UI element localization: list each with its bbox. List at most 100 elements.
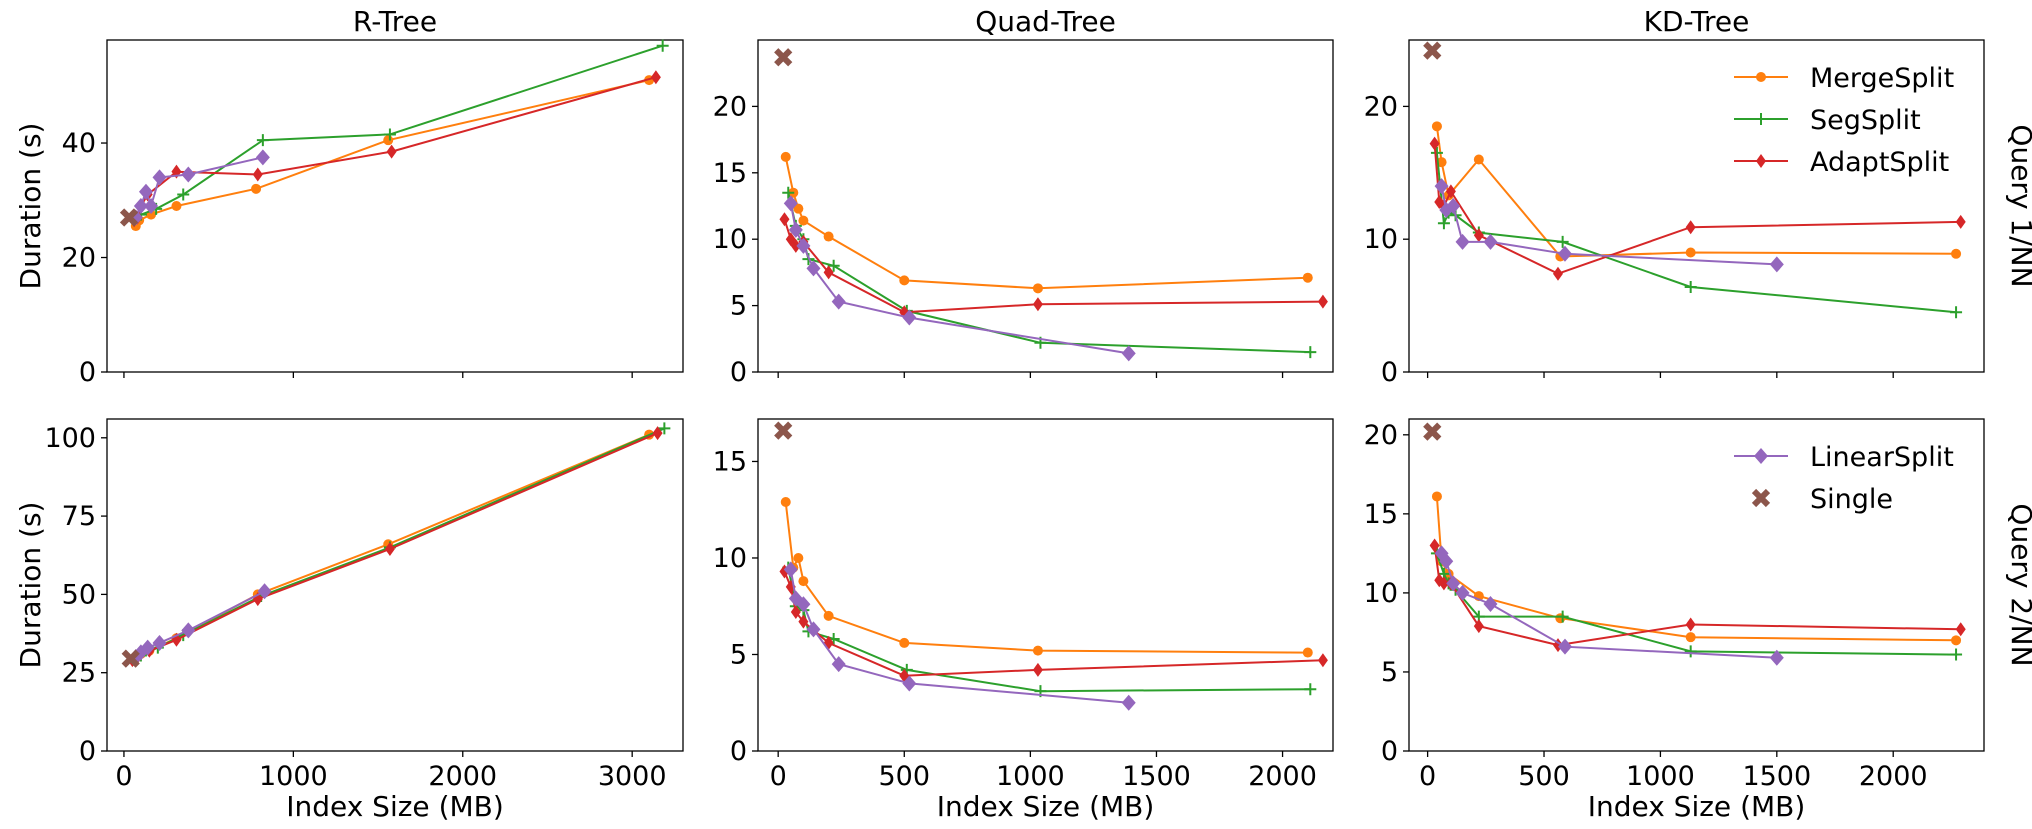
point-mergesplit bbox=[780, 151, 791, 162]
y-tick-label: 20 bbox=[62, 243, 96, 274]
x-tick-label: 500 bbox=[1518, 761, 1570, 792]
y-tick-label: 15 bbox=[1364, 499, 1398, 530]
point-adaptsplit bbox=[650, 70, 661, 85]
point-linearsplit bbox=[783, 561, 798, 578]
legend-marker bbox=[1756, 72, 1766, 82]
y-tick-label: 20 bbox=[1364, 91, 1398, 122]
row-label: Query 1/NN bbox=[2005, 124, 2032, 287]
point-single bbox=[119, 208, 139, 227]
point-adaptsplit bbox=[1955, 214, 1966, 229]
series-single bbox=[1423, 41, 1442, 60]
plot-frame bbox=[757, 39, 1334, 373]
point-mergesplit bbox=[1431, 491, 1442, 502]
line-segsplit bbox=[133, 427, 665, 660]
point-linearsplit bbox=[831, 656, 846, 673]
panel-title: Quad-Tree bbox=[975, 5, 1116, 38]
x-tick-label: 3000 bbox=[598, 761, 667, 792]
point-mergesplit bbox=[251, 183, 262, 194]
point-mergesplit bbox=[1685, 247, 1696, 258]
point-mergesplit bbox=[1436, 157, 1447, 168]
series-segsplit bbox=[782, 561, 1317, 698]
point-mergesplit bbox=[1302, 647, 1313, 658]
point-single bbox=[774, 48, 793, 67]
point-linearsplit bbox=[1439, 553, 1454, 570]
point-mergesplit bbox=[383, 135, 394, 146]
y-tick-label: 20 bbox=[713, 91, 747, 122]
point-linearsplit bbox=[133, 198, 148, 214]
legend-2: LinearSplit Single bbox=[1734, 442, 1954, 515]
point-adaptsplit bbox=[652, 426, 663, 441]
line-linearsplit bbox=[789, 569, 1129, 704]
y-tick-label: 10 bbox=[1364, 578, 1398, 609]
point-linearsplit bbox=[806, 621, 821, 638]
point-mergesplit bbox=[798, 215, 809, 226]
point-adaptsplit bbox=[798, 614, 809, 629]
line-segsplit bbox=[135, 44, 664, 219]
x-axis-label: Index Size (MB) bbox=[937, 790, 1155, 823]
point-linearsplit bbox=[902, 675, 917, 692]
point-segsplit bbox=[1437, 217, 1450, 230]
point-segsplit bbox=[656, 39, 669, 52]
series-single bbox=[774, 48, 793, 67]
x-tick-label: 1500 bbox=[1742, 761, 1811, 792]
point-mergesplit bbox=[823, 231, 834, 242]
point-segsplit bbox=[827, 259, 840, 272]
point-linearsplit bbox=[1446, 198, 1461, 214]
series-single bbox=[774, 421, 793, 440]
point-adaptsplit bbox=[823, 265, 834, 280]
series-linearsplit bbox=[128, 583, 272, 666]
point-adaptsplit bbox=[1685, 220, 1696, 235]
y-axis-label: Duration (s) bbox=[14, 123, 47, 290]
point-linearsplit bbox=[255, 149, 270, 166]
point-adaptsplit bbox=[1445, 184, 1456, 199]
line-adaptsplit bbox=[783, 218, 1323, 314]
legend-label: SegSplit bbox=[1810, 105, 1921, 136]
y-tick-label: 20 bbox=[1364, 420, 1398, 451]
point-segsplit bbox=[1950, 648, 1963, 661]
y-tick-label: 15 bbox=[713, 446, 747, 477]
point-single bbox=[774, 421, 793, 440]
point-segsplit bbox=[1684, 645, 1697, 658]
panel-3: 0 10 20 KD-Tree bbox=[1364, 5, 1985, 388]
point-linearsplit bbox=[1455, 584, 1470, 601]
point-linearsplit bbox=[1483, 233, 1498, 250]
point-mergesplit bbox=[1555, 613, 1566, 624]
point-adaptsplit bbox=[1429, 538, 1440, 553]
y-tick-label: 5 bbox=[730, 291, 747, 322]
point-linearsplit bbox=[831, 293, 846, 310]
series-single bbox=[1423, 422, 1442, 441]
point-adaptsplit bbox=[1473, 619, 1484, 634]
line-segsplit bbox=[787, 192, 1311, 354]
point-linearsplit bbox=[806, 260, 821, 277]
point-linearsplit bbox=[1769, 256, 1784, 273]
series-linearsplit bbox=[1434, 178, 1784, 273]
point-segsplit bbox=[1950, 306, 1963, 319]
x-tick-label: 0 bbox=[770, 761, 787, 792]
legend-label: LinearSplit bbox=[1810, 442, 1954, 473]
y-tick-label: 0 bbox=[79, 736, 96, 767]
y-tick-label: 0 bbox=[79, 357, 96, 388]
point-adaptsplit bbox=[252, 167, 263, 182]
y-tick-label: 0 bbox=[1381, 736, 1398, 767]
x-tick-label: 2000 bbox=[1248, 761, 1317, 792]
point-adaptsplit bbox=[386, 144, 397, 159]
y-tick-label: 10 bbox=[713, 224, 747, 255]
point-linearsplit bbox=[1455, 233, 1470, 250]
point-linearsplit bbox=[144, 198, 159, 214]
point-mergesplit bbox=[780, 497, 791, 507]
panel-title: KD-Tree bbox=[1644, 5, 1750, 38]
panel-6: 0 5 10 15 20 0 500 1000 1500 2000 bbox=[1364, 418, 1985, 792]
y-tick-label: 5 bbox=[730, 639, 747, 670]
y-tick-label: 0 bbox=[1381, 357, 1398, 388]
point-segsplit bbox=[383, 128, 396, 141]
x-tick-label: 1000 bbox=[259, 761, 328, 792]
plot-frame bbox=[1408, 39, 1985, 373]
legend-marker bbox=[1756, 154, 1766, 168]
x-tick-label: 0 bbox=[115, 761, 132, 792]
point-segsplit bbox=[256, 134, 269, 147]
legend-marker bbox=[1755, 113, 1767, 125]
y-tick-label: 40 bbox=[62, 128, 96, 159]
y-tick-label: 50 bbox=[62, 579, 96, 610]
x-axis-label: Index Size (MB) bbox=[1588, 790, 1806, 823]
